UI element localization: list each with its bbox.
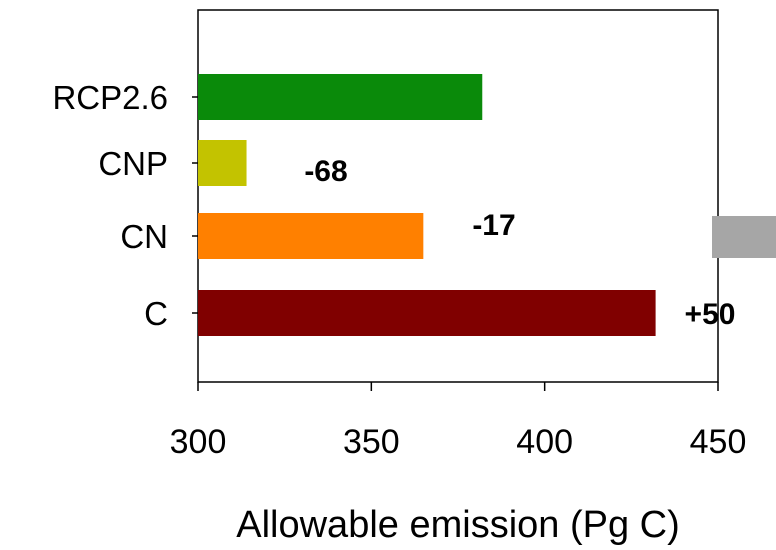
x-tick-label: 400 <box>516 423 573 461</box>
delta-label: -68 <box>304 155 347 188</box>
x-tick-label: 300 <box>170 423 227 461</box>
x-tick-label: 350 <box>343 423 400 461</box>
category-labels: RCP2.6 CNP CN C <box>52 79 198 332</box>
category-label: CNP <box>98 145 168 182</box>
category-label: CN <box>120 218 168 255</box>
category-label: C <box>144 295 168 332</box>
delta-label: +50 <box>685 298 736 331</box>
x-axis-title: Allowable emission (Pg C) <box>236 504 680 546</box>
delta-label: -17 <box>472 209 515 242</box>
x-axis: 300 350 400 450 <box>170 382 747 461</box>
bar-cn <box>198 213 424 259</box>
category-label: RCP2.6 <box>52 79 168 116</box>
bar-rcp2-6 <box>198 74 483 120</box>
x-tick-label: 450 <box>690 423 747 461</box>
delta-annotations: -68 -17 +50 <box>304 155 735 331</box>
plot-frame <box>197 9 719 383</box>
bar-cnp <box>198 140 247 186</box>
legend-swatch-partial <box>712 216 776 258</box>
bar-c <box>198 290 656 336</box>
bars-group <box>198 74 656 336</box>
